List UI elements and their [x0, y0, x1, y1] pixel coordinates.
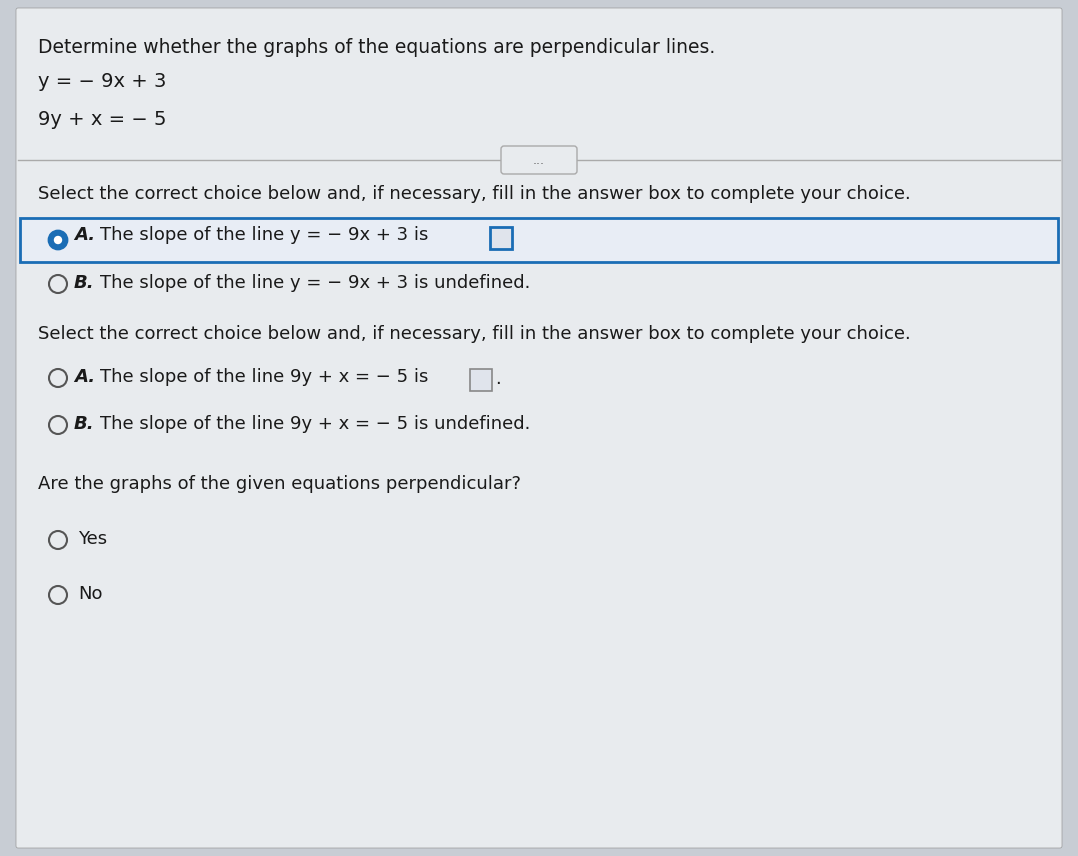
Circle shape [55, 236, 61, 243]
Text: The slope of the line 9y + x = − 5 is undefined.: The slope of the line 9y + x = − 5 is un… [100, 415, 530, 433]
Text: The slope of the line 9y + x = − 5 is: The slope of the line 9y + x = − 5 is [100, 368, 428, 386]
Text: 9y + x = − 5: 9y + x = − 5 [38, 110, 166, 129]
Text: Are the graphs of the given equations perpendicular?: Are the graphs of the given equations pe… [38, 475, 521, 493]
Circle shape [49, 231, 67, 249]
Text: A.: A. [74, 226, 95, 244]
FancyBboxPatch shape [16, 8, 1062, 848]
FancyBboxPatch shape [501, 146, 577, 174]
Text: B.: B. [74, 274, 95, 292]
FancyBboxPatch shape [490, 227, 512, 249]
Text: y = − 9x + 3: y = − 9x + 3 [38, 72, 166, 91]
Text: .: . [495, 370, 501, 388]
Text: Select the correct choice below and, if necessary, fill in the answer box to com: Select the correct choice below and, if … [38, 185, 911, 203]
Text: B.: B. [74, 415, 95, 433]
Text: Determine whether the graphs of the equations are perpendicular lines.: Determine whether the graphs of the equa… [38, 38, 715, 57]
Text: The slope of the line y = − 9x + 3 is: The slope of the line y = − 9x + 3 is [100, 226, 428, 244]
FancyBboxPatch shape [20, 218, 1058, 262]
Text: ...: ... [533, 153, 545, 167]
FancyBboxPatch shape [470, 369, 492, 391]
Text: Yes: Yes [78, 530, 107, 548]
Text: No: No [78, 585, 102, 603]
Text: A.: A. [74, 368, 95, 386]
Text: Select the correct choice below and, if necessary, fill in the answer box to com: Select the correct choice below and, if … [38, 325, 911, 343]
Text: The slope of the line y = − 9x + 3 is undefined.: The slope of the line y = − 9x + 3 is un… [100, 274, 530, 292]
